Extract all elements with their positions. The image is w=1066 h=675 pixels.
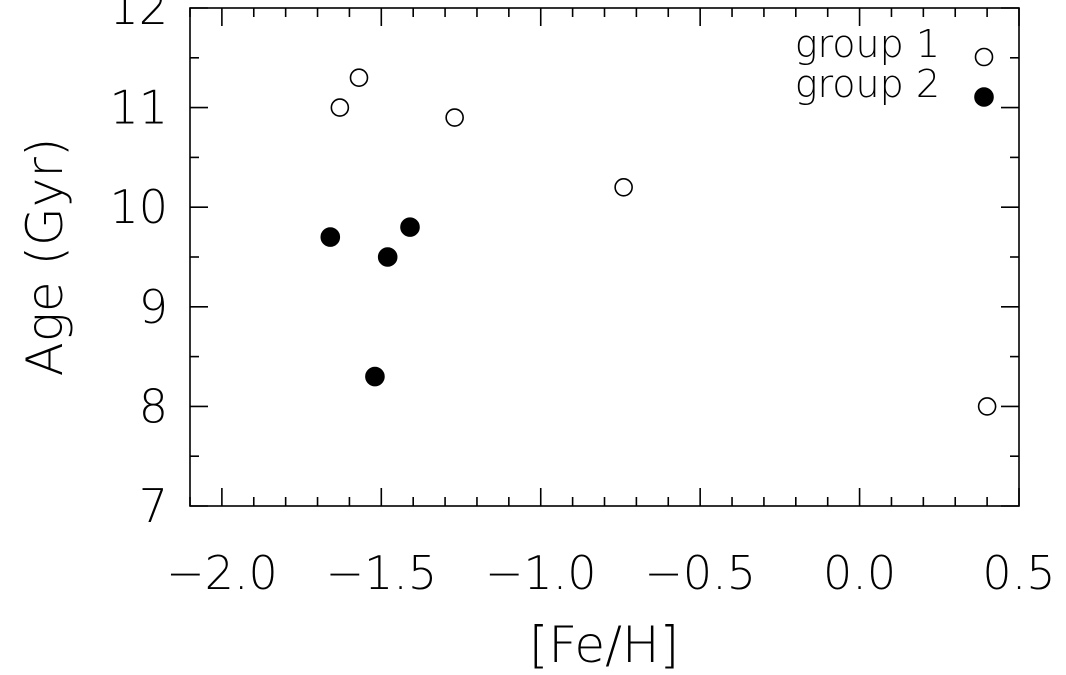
x-axis-ticks xyxy=(189,8,1020,506)
y-axis-ticks xyxy=(190,7,1019,507)
x-tick-label: −1.5 xyxy=(325,546,437,600)
legend-marker-group-2 xyxy=(974,87,994,107)
scatter-point-group-2 xyxy=(365,366,385,387)
y-tick-label: 9 xyxy=(139,280,168,334)
y-tick-label: 8 xyxy=(139,379,168,433)
x-tick-label: −0.5 xyxy=(644,546,756,600)
legend-label-group-1: group 1 xyxy=(795,22,940,66)
x-axis-tick-labels: −2.0 −1.5 −1.0 −0.5 0.0 0.5 xyxy=(166,546,1056,600)
scatter-point-group-1 xyxy=(445,108,464,127)
y-tick-label: 7 xyxy=(139,479,168,533)
scatter-point-group-2 xyxy=(400,217,420,237)
y-tick-label: 10 xyxy=(109,180,168,234)
scatter-point-group-1 xyxy=(614,177,633,197)
y-tick-label: 11 xyxy=(109,81,168,135)
scatter-point-group-1 xyxy=(349,68,369,88)
y-axis-title: Age (Gyr) xyxy=(16,138,74,377)
data-points xyxy=(320,68,997,416)
x-axis-title: [Fe/H] xyxy=(529,616,679,674)
scatter-point-group-1 xyxy=(330,98,350,117)
scatter-point-group-2 xyxy=(320,227,341,247)
x-tick-label: 0.5 xyxy=(982,546,1055,600)
scatter-point-group-1 xyxy=(977,397,997,416)
legend: group 1 group 2 xyxy=(795,22,994,107)
y-axis-tick-labels: 7 8 9 10 11 12 xyxy=(109,0,168,533)
x-tick-label: −2.0 xyxy=(166,546,278,600)
scatter-point-group-2 xyxy=(377,247,398,267)
y-tick-label: 12 xyxy=(109,0,168,35)
x-tick-label: −1.0 xyxy=(485,546,597,600)
x-tick-label: 0.0 xyxy=(823,546,896,600)
legend-label-group-2: group 2 xyxy=(795,62,940,106)
legend-marker-group-1 xyxy=(974,47,994,67)
